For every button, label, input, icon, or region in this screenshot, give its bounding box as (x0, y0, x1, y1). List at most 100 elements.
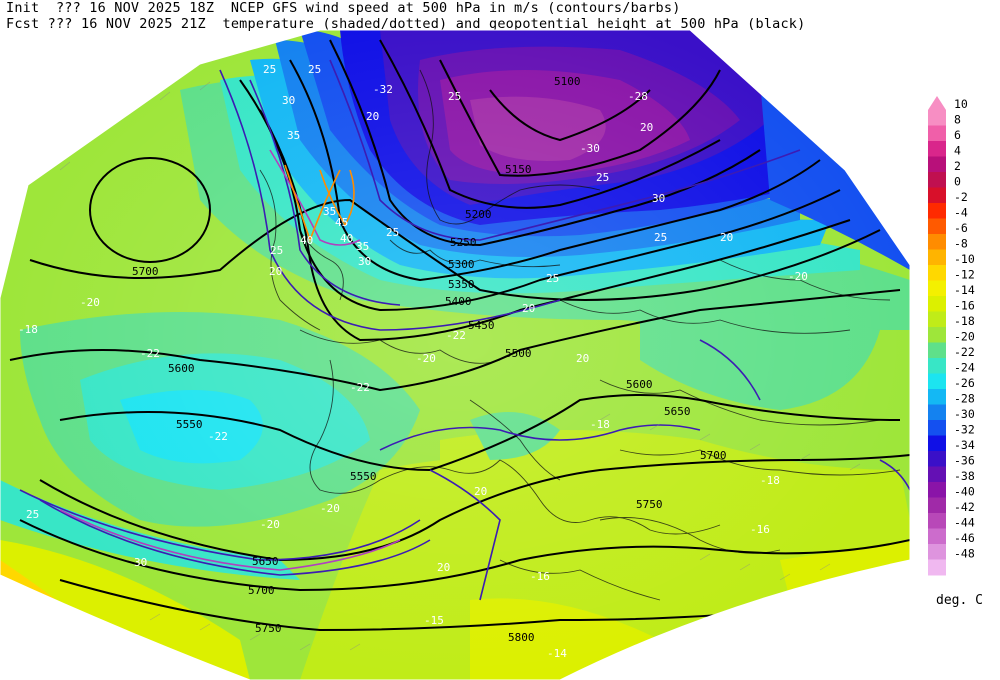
legend-label: -10 (954, 252, 975, 266)
legend-swatch (928, 234, 946, 250)
wind-label: 25 (596, 171, 609, 184)
legend-label: -2 (954, 190, 968, 204)
legend-swatch (928, 389, 946, 405)
temp-label: -16 (750, 523, 770, 536)
height-label: 5550 (176, 418, 203, 431)
wind-label: 35 (323, 205, 336, 218)
wind-label: 25 (654, 231, 667, 244)
temp-label: -14 (547, 647, 567, 660)
legend-swatch (928, 296, 946, 312)
legend-swatch (928, 435, 946, 452)
legend-label: 2 (954, 159, 961, 173)
legend-label: -36 (954, 454, 975, 468)
legend-swatch (928, 528, 946, 545)
height-label: 5600 (626, 378, 653, 391)
wind-label: 20 (576, 352, 589, 365)
height-contours (9, 39, 910, 632)
height-label: 5750 (636, 498, 663, 511)
height-label: 5400 (445, 295, 472, 308)
wind-label: 25 (546, 272, 559, 285)
legend-label: 0 (954, 175, 961, 189)
legend-swatch (928, 218, 946, 235)
temp-label: -32 (373, 83, 393, 96)
legend-label: -18 (954, 314, 975, 328)
wind-label: 25 (448, 90, 461, 103)
wind-label: 35 (287, 129, 300, 142)
height-label: 5150 (505, 163, 532, 176)
wind-label: 20 (522, 302, 535, 315)
wind-label: 20 (640, 121, 653, 134)
header-line-forecast: Fcst ??? 16 NOV 2025 21Z temperature (sh… (6, 16, 806, 32)
legend-label: -14 (954, 283, 975, 297)
height-label: 5300 (448, 258, 475, 271)
legend-label: 6 (954, 128, 961, 142)
legend-label: -30 (954, 407, 975, 421)
wind-label: 30 (282, 94, 295, 107)
temp-label: -20 (788, 270, 808, 283)
legend-units: deg. C (936, 593, 983, 608)
legend-swatch (928, 451, 946, 467)
height-labels: 5700 5600 5550 5550 5650 5700 5750 5800 … (132, 75, 727, 644)
wind-contours-strong (59, 149, 401, 571)
legend-swatch (928, 358, 946, 374)
wind-label: 20 (720, 231, 733, 244)
wind-label: 25 (263, 63, 276, 76)
temp-label: -20 (416, 352, 436, 365)
height-label: 5450 (468, 319, 495, 332)
wind-label: 30 (134, 556, 147, 569)
legend-label: 8 (954, 113, 961, 127)
legend-swatch (928, 482, 946, 498)
wind-label: 25 (26, 508, 39, 521)
height-label: 5250 (450, 236, 477, 249)
height-label: 5100 (554, 75, 581, 88)
weather-map: 5700 5600 5550 5550 5650 5700 5750 5800 … (0, 29, 911, 680)
legend-swatch (928, 141, 946, 157)
legend-label: -26 (954, 376, 975, 390)
height-label: 5650 (664, 405, 691, 418)
legend-swatch (928, 497, 946, 514)
temp-label: -22 (446, 329, 466, 342)
temp-label: -16 (530, 570, 550, 583)
wind-label: 20 (269, 265, 282, 278)
wind-label: 20 (474, 485, 487, 498)
legend-swatch (928, 311, 946, 328)
legend-label: -38 (954, 469, 975, 483)
wind-label: 30 (652, 192, 665, 205)
wind-label: 25 (386, 226, 399, 239)
temp-label: -15 (424, 614, 444, 627)
legend-swatch (928, 327, 946, 343)
header-line-init: Init ??? 16 NOV 2025 18Z NCEP GFS wind s… (6, 0, 681, 16)
temp-label: -20 (80, 296, 100, 309)
height-label: 5700 (248, 584, 275, 597)
legend-label: -22 (954, 345, 975, 359)
legend-arrow-top (928, 96, 946, 110)
legend-swatch (928, 280, 946, 297)
legend-label: -6 (954, 221, 968, 235)
legend-label: -42 (954, 500, 975, 514)
wind-label: 20 (437, 561, 450, 574)
temperature-legend: 1086420-2-4-6-8-10-12-14-16-18-20-22-24-… (928, 96, 975, 576)
temp-label: -18 (590, 418, 610, 431)
wind-contours (19, 59, 910, 601)
height-label: 5700 (132, 265, 159, 278)
legend-label: -34 (954, 438, 975, 452)
legend-swatch (928, 513, 946, 529)
legend-swatch (928, 125, 946, 142)
legend-label: -48 (954, 547, 975, 561)
legend-swatch (928, 249, 946, 266)
height-label: 5650 (252, 555, 279, 568)
height-label: 5750 (255, 622, 282, 635)
legend-swatch (928, 373, 946, 390)
legend-label: -46 (954, 531, 975, 545)
wind-labels: 25 25 30 35 35 40 45 40 35 30 25 20 25 2… (26, 63, 733, 574)
legend-label: -12 (954, 268, 975, 282)
temp-label: -14 (878, 564, 898, 577)
temperature-labels: -20 -18 -22 -22 -20 -22 -20 -22 -20 -18 … (18, 83, 898, 660)
legend-label: -40 (954, 485, 975, 499)
legend-swatch (928, 420, 946, 436)
legend-swatch (928, 172, 946, 188)
legend-label: -28 (954, 392, 975, 406)
legend-swatch (928, 187, 946, 204)
height-label: 5550 (350, 470, 377, 483)
legend-label: -8 (954, 237, 968, 251)
